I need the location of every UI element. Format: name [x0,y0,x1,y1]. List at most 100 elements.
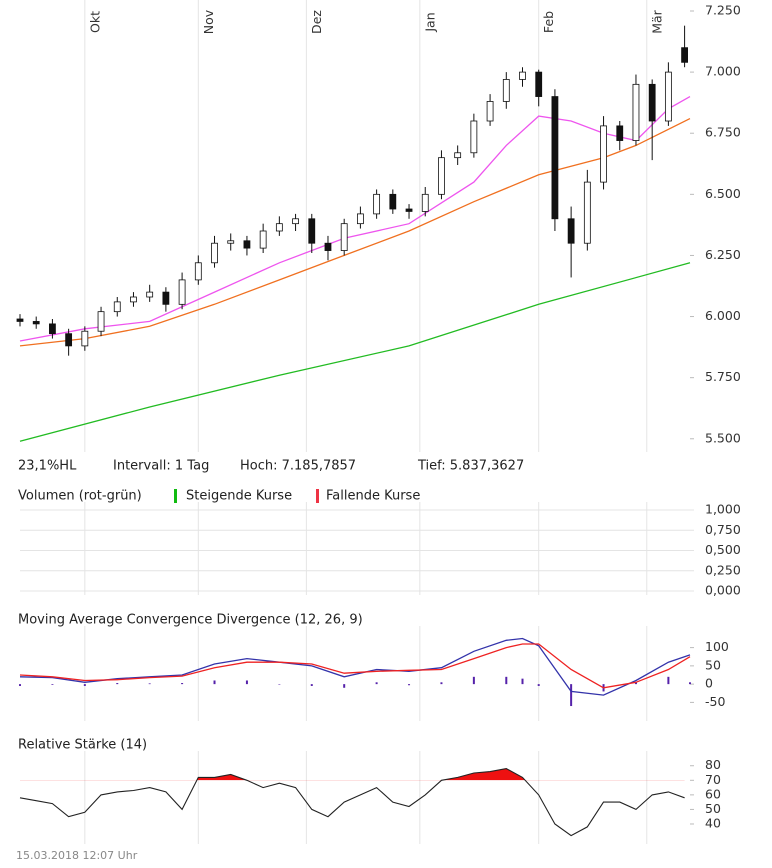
legend-label: Steigende Kurse [186,489,292,504]
moving-average-line [19,96,691,342]
y-tick-label: -50 [705,694,725,709]
histogram-bar [634,682,637,685]
candle-body [648,83,656,122]
legend-swatch [174,489,177,503]
histogram-bar [278,684,281,685]
candle-body [130,296,137,303]
info-text: Tief: 5.837,3627 [417,459,524,474]
histogram-bar [19,684,21,686]
candle-body [227,240,235,244]
y-tick-label: 1,000 [705,502,741,517]
y-tick-label: 0,250 [705,562,741,577]
histogram-bar [343,684,346,688]
candle-body [632,83,640,141]
candle-body [583,181,591,244]
candle-body [243,240,251,249]
candle-body [340,223,348,251]
histogram-bar [570,684,573,707]
y-tick-label: 50 [705,801,721,816]
panel-title: Moving Average Convergence Divergence (1… [18,613,363,628]
candle-body [486,101,494,122]
candle-body [373,193,381,215]
x-tick-label: Feb [541,11,556,33]
x-tick-label: Mär [649,9,664,33]
x-tick-label: Jan [422,12,437,32]
info-text: Hoch: 7.185,7857 [240,459,356,474]
candle-body [664,71,672,122]
y-tick-label: 6.500 [705,186,741,201]
macd-line [19,637,691,696]
histogram-bar [310,684,313,686]
y-tick-label: 7.250 [705,3,741,18]
candle-body [600,125,607,183]
histogram-bar [667,676,670,685]
candle-body [567,218,575,244]
histogram-bar [51,684,54,685]
moving-average-line [19,262,691,442]
histogram-bar [213,680,216,685]
y-tick-label: 6.250 [705,247,741,262]
moving-average-line [19,118,691,347]
candle-body [194,262,202,281]
y-tick-label: 5.750 [705,369,741,384]
candle-body [178,279,186,305]
legend-swatch [316,489,319,503]
candle-body [211,242,218,264]
y-tick-label: 70 [705,772,721,787]
candle-body [308,218,316,244]
candle-body [292,218,299,225]
x-tick-label: Okt [87,11,102,33]
candle-body [405,208,413,212]
y-tick-label: 100 [705,639,729,654]
histogram-bar [472,676,475,685]
panel-title: Volumen (rot-grün) [18,489,142,504]
y-tick-label: 6.000 [705,308,741,323]
x-tick-label: Nov [201,9,216,34]
candle-body [97,311,105,332]
candle-body [146,291,154,298]
y-tick-label: 80 [705,757,721,772]
candle-body [16,318,24,322]
histogram-bar [83,684,86,686]
candle-body [616,125,624,141]
histogram-bar [181,683,184,685]
histogram-bar [375,682,378,685]
candle-body [259,230,267,249]
y-tick-label: 0,000 [705,583,741,598]
candle-body [81,330,89,347]
y-tick-label: 0,500 [705,542,741,557]
rsi-line [19,768,685,837]
y-tick-label: 0 [705,676,713,691]
histogram-bar [116,683,119,685]
y-tick-label: 40 [705,815,721,830]
candle-body [551,96,559,220]
candle-body [421,193,429,212]
histogram-bar [537,684,540,686]
macd-line [19,643,691,689]
y-tick-label: 5.500 [705,430,741,445]
histogram-bar [440,682,443,685]
candle-body [32,321,40,325]
candle-body [681,47,688,63]
candle-body [65,333,73,347]
histogram-bar [148,683,151,685]
candle-body [519,71,526,80]
y-tick-label: 7.000 [705,64,741,79]
y-tick-label: 6.750 [705,125,741,140]
info-text: 23,1%HL [18,459,77,474]
candle-body [49,323,56,335]
candle-body [275,223,283,232]
rsi-fill [20,768,685,781]
info-text: Intervall: 1 Tag [113,459,209,474]
candle-body [470,120,478,154]
histogram-bar [408,684,411,686]
panel-title: Relative Stärke (14) [18,738,147,753]
y-tick-label: 60 [705,786,721,801]
histogram-bar [689,682,691,685]
footer-text: 15.03.2018 12:07 Uhr [16,849,138,862]
y-tick-label: 0,750 [705,522,741,537]
histogram-bar [521,678,524,685]
histogram-bar [245,680,248,685]
candle-body [324,242,332,251]
